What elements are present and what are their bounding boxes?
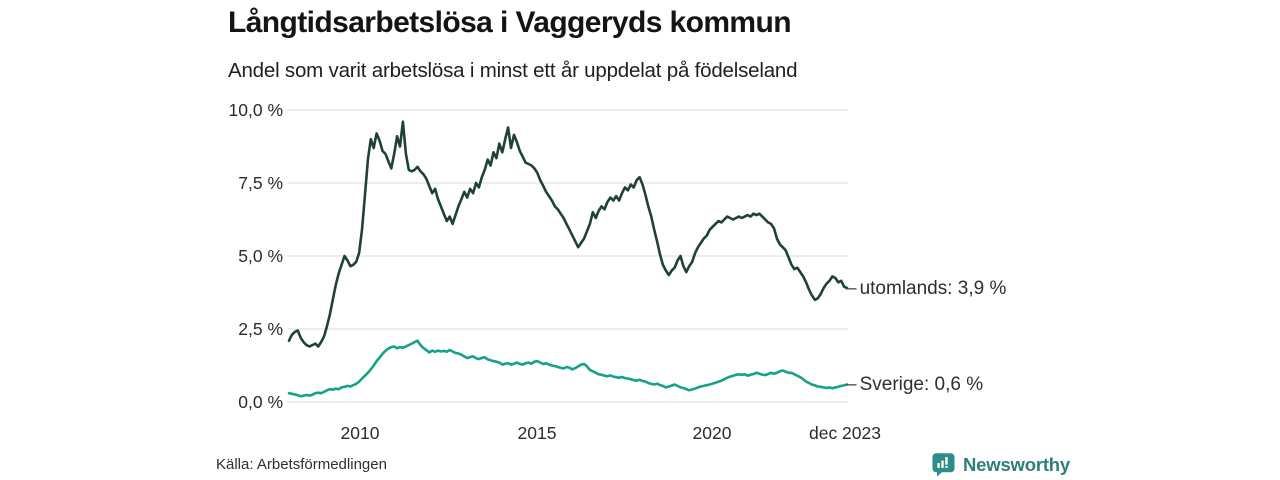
x-tick-label: 2020 (692, 423, 732, 443)
y-tick-label: 5,0 % (238, 246, 283, 266)
y-tick-label: 2,5 % (238, 319, 283, 339)
newsworthy-logo-icon (931, 452, 956, 477)
label-connector-dash: – (846, 278, 857, 299)
newsworthy-brand: Newsworthy (931, 452, 1070, 477)
y-tick-label: 10,0 % (228, 100, 283, 120)
y-tick-label: 0,0 % (238, 392, 283, 412)
x-tick-label: 2010 (340, 423, 380, 443)
series-label-text: utomlands: 3,9 % (859, 278, 1007, 299)
series-line-Sverige (287, 339, 849, 398)
page-title: Långtidsarbetslösa i Vaggeryds kommun (228, 6, 792, 39)
page-subtitle: Andel som varit arbetslösa i minst ett å… (228, 59, 798, 82)
series-label-text: Sverige: 0,6 % (859, 374, 984, 395)
series-line-utomlands (287, 120, 849, 348)
source-note: Källa: Arbetsförmedlingen (216, 456, 387, 473)
x-tick-label: dec 2023 (808, 423, 881, 443)
label-connector-dash: – (846, 374, 857, 395)
series-label-utomlands: – utomlands: 3,9 % (846, 277, 1006, 301)
y-tick-label: 7,5 % (238, 173, 283, 193)
newsworthy-brand-text: Newsworthy (963, 453, 1070, 475)
x-tick-label: 2015 (517, 423, 557, 443)
series-label-sverige: – Sverige: 0,6 % (846, 373, 983, 397)
